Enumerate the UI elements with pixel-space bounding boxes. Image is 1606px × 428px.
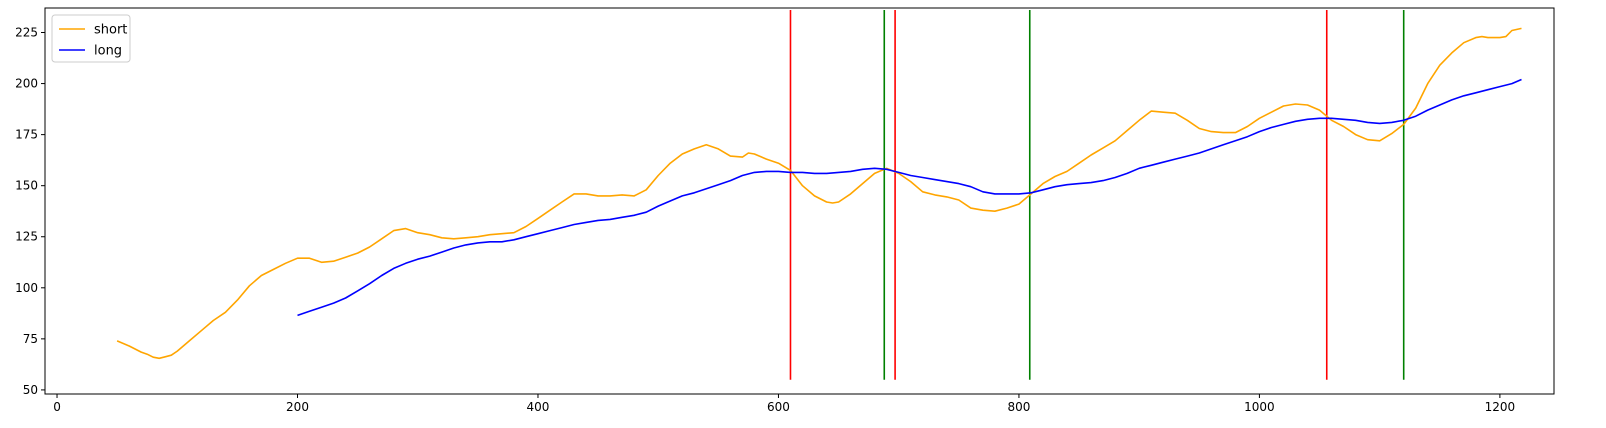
series-line-short	[116, 27, 1522, 360]
signal-lines	[789, 10, 1405, 380]
x-axis: 0 200 400 600 800 1000 1200	[53, 394, 1515, 414]
x-tick-label: 600	[767, 400, 790, 414]
y-tick-label: 100	[15, 281, 38, 295]
series-line-long	[297, 78, 1522, 317]
y-tick-label: 200	[15, 77, 38, 91]
legend: short long	[51, 14, 131, 63]
series-lines	[116, 27, 1522, 360]
x-tick-label: 1000	[1244, 400, 1275, 414]
x-tick-label: 400	[527, 400, 550, 414]
y-tick-label: 50	[23, 383, 38, 397]
y-tick-label: 125	[15, 230, 38, 244]
y-axis: 50 75 100 125 150 175 200 225	[15, 26, 45, 397]
legend-label-short: short	[94, 23, 127, 38]
x-tick-label: 1200	[1485, 400, 1516, 414]
y-tick-label: 225	[15, 26, 38, 40]
y-tick-label: 75	[23, 332, 38, 346]
x-tick-label: 800	[1007, 400, 1030, 414]
y-tick-label: 150	[15, 179, 38, 193]
x-tick-label: 0	[53, 400, 61, 414]
legend-label-long: long	[94, 44, 122, 59]
y-tick-label: 175	[15, 128, 38, 142]
plot-frame	[44, 7, 1555, 395]
x-tick-label: 200	[286, 400, 309, 414]
